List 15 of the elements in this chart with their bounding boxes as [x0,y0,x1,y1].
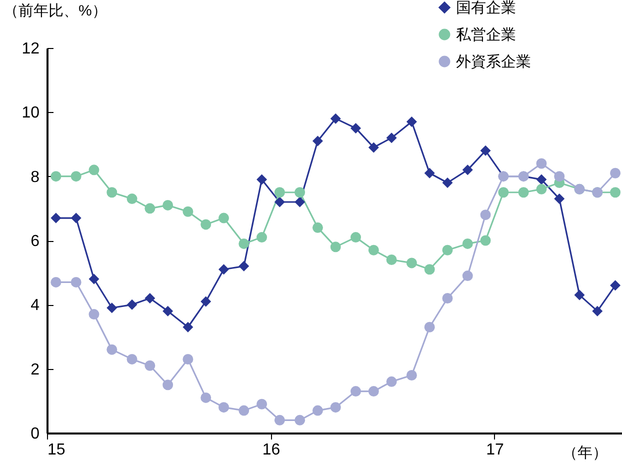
x-tick-label: 17 [486,442,504,458]
y-tick-label: 8 [30,168,40,186]
y-axis-title: （前年比、%） [4,2,107,20]
legend-label: 私営企業 [456,26,516,44]
legend-label: 国有企業 [456,0,516,16]
y-tick-label: 0 [30,426,40,442]
x-axis-title: （年） [562,444,608,462]
y-tick-label: 12 [22,40,40,58]
x-tick-label: 16 [262,442,280,458]
y-tick-label: 4 [30,297,40,314]
legend-label: 外資系企業 [456,54,531,70]
y-tick-label: 2 [30,361,40,378]
x-tick-label: 15 [48,442,66,458]
y-tick-label: 10 [22,104,40,122]
y-tick-label: 6 [30,233,40,250]
